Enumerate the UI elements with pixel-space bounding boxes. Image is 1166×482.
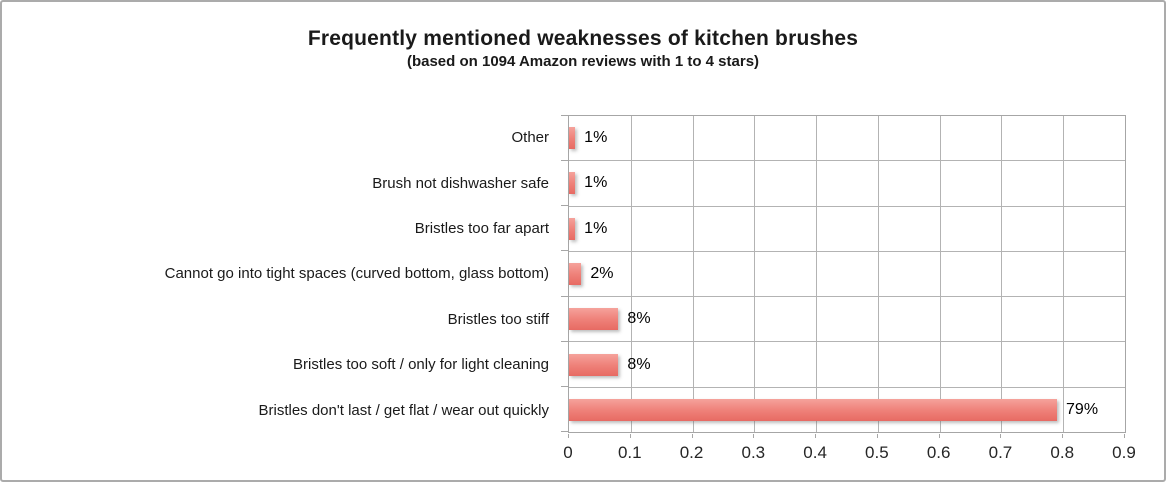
value-label: 1% [584, 174, 608, 192]
value-axis-tick [691, 434, 693, 438]
value-axis-tick [815, 434, 817, 438]
value-axis-tick-label: 0.6 [926, 443, 951, 462]
category-label: Brush not dishwasher safe [372, 174, 549, 192]
value-label: 1% [584, 219, 608, 237]
value-label: 79% [1066, 400, 1099, 418]
value-axis-tick [629, 434, 631, 438]
value-axis-tick-label: 0.5 [865, 443, 889, 462]
value-label: 8% [627, 355, 651, 373]
value-axis-tick-label: 0 [563, 443, 573, 462]
chart-title: Frequently mentioned weaknesses of kitch… [307, 27, 859, 50]
title-block: Frequently mentioned weaknesses of kitch… [2, 26, 1164, 73]
plot-area: 1% 1% 1% 2% 8% 8% 79% [568, 115, 1126, 433]
category-axis-tick [561, 296, 568, 297]
gridline [939, 116, 941, 432]
value-axis-tick [938, 434, 940, 438]
gridline [692, 116, 694, 432]
value-axis-tick [1000, 434, 1002, 438]
value-axis-tick-label: 0.3 [741, 443, 766, 462]
category-label: Bristles don't last / get flat / wear ou… [258, 401, 550, 419]
bar-row: 2% [569, 252, 1125, 298]
value-label: 1% [584, 129, 608, 147]
gridline [1001, 116, 1003, 432]
bar [569, 217, 576, 240]
value-axis-tick-label: 0.9 [1112, 443, 1136, 462]
value-axis-tick [876, 434, 878, 438]
gridline [754, 116, 756, 432]
category-label: Bristles too stiff [447, 310, 549, 328]
bar-row: 1% [569, 116, 1125, 162]
gridline [1063, 116, 1065, 432]
bar-rows: 1% 1% 1% 2% 8% 8% 79% [569, 116, 1125, 432]
category-axis-tick [561, 205, 568, 206]
category-label: Bristles too far apart [414, 220, 549, 238]
bar-row: 1% [569, 161, 1125, 207]
category-label: Cannot go into tight spaces (curved bott… [164, 265, 549, 283]
value-axis-tick-label: 0.8 [1050, 443, 1075, 462]
category-axis-tick [561, 250, 568, 251]
value-axis-tick-label: 0.2 [679, 443, 704, 462]
bar [569, 262, 582, 285]
bar [569, 127, 576, 150]
value-axis-tick-label: 0.7 [988, 443, 1013, 462]
value-label: 8% [627, 310, 651, 328]
bar [569, 398, 1058, 421]
chart-subtitle: (based on 1094 Amazon reviews with 1 to … [406, 53, 760, 71]
value-axis-tick [1124, 434, 1125, 438]
value-axis-tick-label: 0.1 [617, 443, 642, 462]
value-axis-tick [1062, 434, 1064, 438]
category-axis-labels: Other Brush not dishwasher safe Bristles t… [6, 115, 558, 433]
value-axis-tick [568, 434, 569, 438]
gridline [630, 116, 632, 432]
bar [569, 172, 576, 195]
gridline [816, 116, 818, 432]
bar-row: 1% [569, 207, 1125, 252]
value-label: 2% [590, 264, 614, 282]
bar [569, 353, 619, 376]
bar [569, 308, 619, 331]
value-axis-tick [753, 434, 755, 438]
bar-row: 8% [569, 342, 1125, 388]
bar-row: 8% [569, 297, 1125, 343]
bar-row: 79% [569, 388, 1125, 432]
gridline [877, 116, 879, 432]
value-axis: 0 0.1 0.2 0.3 0.4 0.5 0.6 0.7 0.8 0.9 [563, 434, 1136, 470]
category-axis-tick [561, 115, 568, 116]
category-axis-tick [561, 386, 568, 387]
category-label: Other [511, 129, 549, 147]
category-label: Bristles too soft / only for light clean… [293, 356, 549, 374]
category-axis-tick [561, 341, 568, 342]
category-axis-tick [561, 431, 568, 432]
category-axis-tick [561, 160, 568, 161]
value-axis-tick-label: 0.4 [803, 443, 827, 462]
